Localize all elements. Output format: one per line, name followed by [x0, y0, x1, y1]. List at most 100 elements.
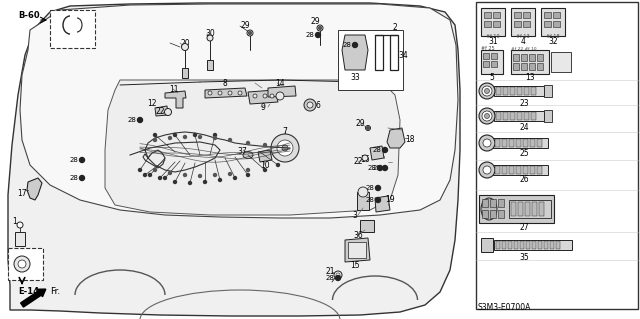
Bar — [50, 10, 95, 48]
Text: 19: 19 — [385, 196, 395, 204]
Ellipse shape — [482, 111, 492, 121]
Circle shape — [362, 155, 368, 161]
Circle shape — [483, 166, 491, 174]
Text: #f 18: #f 18 — [546, 34, 560, 40]
Text: 37: 37 — [237, 146, 247, 155]
Text: 14: 14 — [275, 78, 285, 87]
Bar — [502, 166, 507, 174]
Bar — [502, 241, 506, 249]
Text: Fr.: Fr. — [50, 286, 60, 295]
Circle shape — [184, 136, 186, 138]
Bar — [482, 199, 488, 207]
Circle shape — [79, 158, 84, 162]
Bar — [526, 241, 530, 249]
Ellipse shape — [482, 86, 492, 96]
Bar — [496, 87, 501, 95]
Circle shape — [378, 166, 383, 170]
Text: 28: 28 — [367, 165, 376, 171]
Bar — [531, 87, 536, 95]
Circle shape — [154, 138, 157, 142]
Bar — [491, 53, 497, 59]
Text: #f 22 #f 10: #f 22 #f 10 — [511, 47, 536, 51]
Bar — [524, 87, 529, 95]
Text: 27: 27 — [519, 222, 529, 232]
Circle shape — [198, 136, 202, 138]
Circle shape — [18, 260, 26, 268]
Bar — [537, 139, 542, 147]
Bar — [521, 54, 527, 61]
Bar — [531, 112, 536, 120]
Circle shape — [282, 145, 288, 151]
Circle shape — [367, 127, 369, 129]
Bar — [503, 87, 508, 95]
Bar — [516, 139, 521, 147]
Bar — [479, 195, 554, 223]
Bar — [544, 85, 552, 97]
Bar — [530, 166, 535, 174]
Bar — [348, 242, 366, 258]
Bar — [482, 210, 488, 218]
Circle shape — [159, 176, 161, 180]
Text: 32: 32 — [548, 38, 558, 47]
Polygon shape — [27, 178, 42, 200]
Ellipse shape — [479, 108, 495, 124]
Bar — [509, 200, 551, 218]
Ellipse shape — [479, 83, 495, 99]
Bar — [544, 21, 551, 27]
Circle shape — [184, 174, 186, 176]
Bar — [551, 52, 571, 72]
Text: 35: 35 — [519, 254, 529, 263]
Bar — [503, 112, 508, 120]
Bar — [498, 210, 504, 218]
Polygon shape — [345, 238, 370, 262]
Circle shape — [376, 197, 381, 203]
Polygon shape — [20, 4, 458, 218]
Circle shape — [198, 174, 202, 177]
Text: 3: 3 — [353, 211, 357, 219]
Polygon shape — [248, 90, 278, 104]
Circle shape — [336, 273, 340, 277]
Circle shape — [264, 144, 266, 146]
Circle shape — [173, 133, 177, 137]
Text: 23: 23 — [519, 99, 529, 108]
Circle shape — [204, 181, 207, 183]
Text: 8: 8 — [223, 79, 227, 88]
Bar — [360, 220, 374, 232]
Bar — [494, 240, 572, 250]
Circle shape — [207, 35, 213, 41]
Bar — [207, 60, 213, 70]
Circle shape — [479, 135, 495, 151]
Circle shape — [334, 271, 342, 279]
Text: 4: 4 — [520, 38, 525, 47]
Circle shape — [208, 91, 212, 95]
Circle shape — [376, 186, 381, 190]
Bar — [523, 166, 528, 174]
Circle shape — [148, 174, 152, 176]
Bar — [493, 21, 500, 27]
Bar — [508, 241, 512, 249]
Bar — [510, 112, 515, 120]
Bar — [517, 87, 522, 95]
Bar — [481, 50, 503, 74]
Bar — [509, 139, 514, 147]
Bar — [481, 238, 493, 252]
Bar — [523, 12, 530, 18]
Polygon shape — [258, 150, 272, 162]
Circle shape — [168, 137, 172, 139]
Circle shape — [253, 94, 257, 98]
Ellipse shape — [484, 114, 490, 118]
Circle shape — [154, 168, 157, 172]
Bar — [511, 50, 549, 74]
Text: 22: 22 — [156, 108, 164, 116]
Text: 33: 33 — [350, 72, 360, 81]
Circle shape — [263, 94, 267, 98]
Bar — [518, 202, 523, 216]
Circle shape — [164, 108, 172, 115]
Bar — [498, 199, 504, 207]
Bar — [493, 165, 548, 175]
Circle shape — [276, 164, 280, 167]
Circle shape — [214, 133, 216, 137]
Circle shape — [358, 187, 368, 197]
Ellipse shape — [481, 198, 497, 220]
Bar — [514, 21, 521, 27]
